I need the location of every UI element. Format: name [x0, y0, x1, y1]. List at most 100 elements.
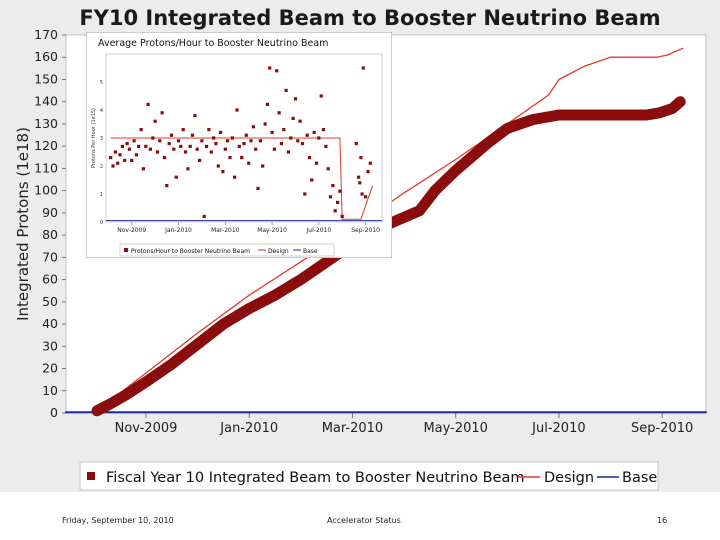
- y-tick-label: 140: [34, 94, 58, 109]
- inset-x-tick-label: May-2010: [257, 227, 287, 234]
- legend-label-base: Base: [622, 470, 657, 486]
- inset-data-point: [214, 142, 218, 146]
- inset-y-tick-label: 4: [100, 108, 103, 114]
- inset-x-tick-label: Jul-2010: [306, 227, 332, 234]
- y-tick-label: 110: [34, 160, 58, 175]
- y-tick-label: 10: [42, 383, 58, 398]
- inset-data-point: [282, 128, 286, 132]
- inset-data-point: [200, 139, 204, 143]
- inset-data-point: [364, 195, 368, 199]
- inset-data-point: [326, 167, 330, 171]
- inset-data-point: [169, 133, 174, 137]
- inset-x-tick-label: Sep-2010: [351, 227, 380, 234]
- inset-data-point: [134, 153, 138, 157]
- y-tick-label: 50: [42, 294, 58, 309]
- inset-data-point: [120, 144, 124, 148]
- inset-data-point: [188, 144, 192, 148]
- inset-y-axis-label: Protons Per Hour (1e15): [91, 108, 97, 168]
- inset-y-tick-label: 3: [100, 136, 103, 142]
- inset-data-point: [233, 175, 237, 179]
- inset-data-point: [338, 189, 342, 193]
- y-tick-label: 40: [42, 316, 58, 331]
- inset-data-point: [291, 116, 295, 120]
- inset-y-tick-label: 0: [100, 220, 103, 226]
- inset-data-point: [186, 167, 190, 171]
- inset-data-point: [331, 184, 335, 188]
- inset-series-layer: [106, 66, 382, 222]
- inset-data-point: [144, 144, 148, 148]
- y-tick-label: 120: [34, 138, 58, 153]
- y-tick-label: 130: [34, 116, 58, 131]
- inset-data-point: [310, 178, 314, 182]
- inset-data-point: [118, 153, 122, 157]
- y-tick-label: 70: [42, 249, 58, 264]
- x-tick-label: Nov-2009: [115, 421, 178, 436]
- inset-data-point: [237, 144, 241, 148]
- inset-data-point: [312, 130, 316, 134]
- inset-data-point: [190, 133, 195, 137]
- legend-label-beam: Fiscal Year 10 Integrated Beam to Booste…: [106, 470, 525, 486]
- inset-data-point: [366, 170, 370, 174]
- inset-data-point: [158, 139, 162, 143]
- inset-data-point: [328, 195, 333, 199]
- legend-box: [79, 461, 659, 491]
- inset-data-point: [137, 144, 141, 148]
- inset-data-point: [360, 192, 364, 196]
- footer-date: Friday, September 10, 2010: [62, 516, 174, 525]
- inset-data-point: [279, 142, 283, 146]
- inset-y-tick-label: 1: [100, 192, 103, 198]
- inset-data-point: [324, 144, 328, 148]
- inset-data-point: [153, 119, 157, 123]
- inset-data-point: [286, 150, 290, 154]
- inset-data-point: [361, 66, 365, 70]
- legend-label-design: Design: [544, 470, 594, 486]
- inset-data-point: [155, 150, 160, 154]
- inset-data-point: [151, 136, 155, 140]
- inset-data-point: [226, 139, 230, 143]
- inset-data-point: [277, 111, 281, 115]
- inset-data-point: [223, 147, 227, 151]
- y-tick-label: 160: [34, 49, 58, 64]
- inset-data-point: [148, 147, 152, 151]
- x-tick-label: Mar-2010: [322, 421, 383, 436]
- x-tick-label: Sep-2010: [631, 421, 693, 436]
- inset-data-point: [207, 128, 211, 132]
- inset-data-point: [270, 130, 274, 134]
- y-axis-label: Integrated Protons (1e18): [14, 127, 32, 321]
- y-tick-label: 80: [42, 227, 58, 242]
- inset-data-point: [357, 175, 361, 179]
- inset-legend-box: [119, 243, 335, 257]
- x-tick-label: May-2010: [423, 421, 487, 436]
- inset-data-point: [300, 142, 305, 146]
- inset-data-point: [202, 214, 206, 218]
- inset-x-tick-label: Mar-2010: [211, 227, 240, 234]
- inset-data-point: [172, 147, 176, 151]
- inset-data-point: [198, 158, 202, 162]
- inset-data-point: [340, 214, 344, 218]
- inset-data-point: [209, 150, 213, 154]
- legend-swatch-beam: [87, 472, 95, 480]
- inset-data-point: [125, 142, 129, 146]
- inset-data-point: [132, 139, 136, 143]
- inset-data-point: [167, 142, 171, 146]
- inset-data-point: [293, 97, 298, 101]
- inset-data-point: [319, 94, 323, 98]
- inset-data-point: [181, 128, 185, 132]
- series-line-integrated-beam: [91, 96, 686, 417]
- y-tick-label: 90: [42, 205, 58, 220]
- inset-data-point: [216, 164, 220, 168]
- inset-y-tick-label: 2: [100, 164, 103, 170]
- inset-data-point: [141, 167, 145, 171]
- inset-data-point: [298, 119, 302, 123]
- inset-data-point: [219, 130, 223, 134]
- inset-data-point: [109, 156, 113, 160]
- inset-data-point: [268, 66, 272, 70]
- inset-data-point: [146, 102, 150, 106]
- inset-data-point: [359, 156, 363, 160]
- inset-x-axis-ticks: Nov-2009 Jan-2010 Mar-2010 May-2010 Jul-2010…: [117, 222, 380, 234]
- inset-data-point: [127, 147, 131, 151]
- x-tick-label: Jan-2010: [219, 421, 278, 436]
- inset-data-point: [333, 209, 337, 213]
- inset-title: Average Protons/Hour to Booster Neutrino…: [98, 38, 328, 49]
- y-tick-label: 170: [34, 27, 58, 42]
